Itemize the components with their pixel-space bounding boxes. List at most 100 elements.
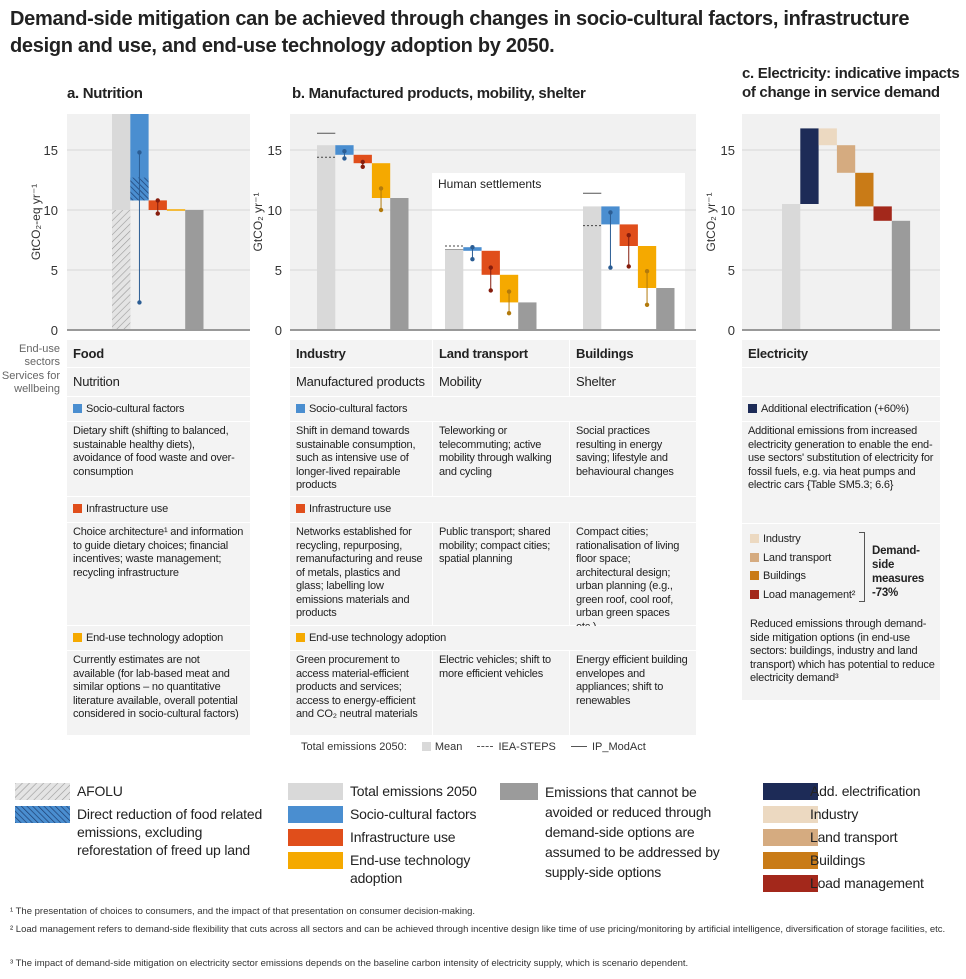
legend-residual: Emissions that cannot be avoided or redu…	[545, 784, 720, 880]
afolu-swatch	[15, 783, 70, 800]
ip-label: IP_ModAct	[591, 741, 646, 753]
panel-c-title-2: of change in service demand	[742, 84, 940, 101]
socio-legend-swatch	[288, 806, 343, 823]
bar-residual	[656, 288, 675, 330]
bar-total	[782, 204, 801, 330]
infra-swatch	[73, 504, 82, 513]
bar-buildings	[855, 172, 874, 207]
land-swatch	[750, 552, 759, 562]
demand-side-block: Industry Land transport Buildings Load m…	[742, 524, 940, 700]
demand-side-measures-label: Demand-side measures -73%	[872, 545, 925, 599]
factor-infra-b: Infrastructure use	[290, 497, 696, 522]
figure-title: Demand-side mitigation can be achieved t…	[10, 8, 910, 57]
y-tick-label: 5	[51, 263, 58, 278]
land-legend-swatch	[763, 829, 818, 846]
mean-label: Mean	[434, 741, 463, 753]
legend-elec: Add. electrification	[810, 783, 921, 799]
total-legend-label: Total emissions 2050:	[301, 741, 407, 753]
range-point	[488, 288, 493, 293]
footnote-1: ¹ The presentation of choices to consume…	[10, 906, 476, 917]
y-axis-label: GtCO₂ yr⁻¹	[704, 193, 718, 252]
bar-land	[836, 145, 856, 173]
load-swatch	[750, 590, 759, 600]
legend-buildings: Buildings	[810, 852, 866, 868]
desc-infra-industry: Networks established for recycling, repu…	[290, 523, 432, 625]
legend-land: Land transport	[810, 829, 898, 845]
row-label-sectors: End-use sectors	[19, 343, 60, 368]
iea-label: IEA-STEPS	[498, 741, 556, 753]
y-tick-label: 10	[44, 203, 58, 218]
desc-tech-food: Currently estimates are not available (f…	[67, 651, 250, 735]
factor-label: Socio-cultural factors	[86, 403, 185, 415]
elec-label: Additional electrification (+60%)	[761, 403, 909, 415]
factor-socio-b: Socio-cultural factors	[290, 397, 696, 421]
elec-legend-swatch	[763, 783, 818, 800]
service-mobility: Mobility	[433, 368, 569, 396]
desc-infra-buildings: Compact cities; rationalisation of livin…	[570, 523, 696, 633]
range-point	[137, 150, 142, 155]
item-load: Load management²	[750, 586, 855, 605]
sector-electricity: Electricity	[742, 340, 940, 367]
service-nutrition: Nutrition	[67, 368, 250, 396]
ip-solid-line	[570, 746, 587, 747]
sector-food: Food	[67, 340, 250, 367]
iea-dashed-line	[477, 746, 494, 747]
sector-buildings: Buildings	[570, 340, 696, 367]
panel-b-title: b. Manufactured products, mobility, shel…	[292, 85, 586, 102]
bar-residual	[891, 220, 911, 330]
bar-tech	[499, 274, 519, 303]
range-point	[360, 159, 365, 165]
factor-tech-a: End-use technology adoption	[67, 626, 250, 650]
desc-reduced: Reduced emissions through demand-side mi…	[750, 618, 935, 684]
desc-socio-food: Dietary shift (shifting to balanced, sus…	[67, 422, 250, 496]
range-point	[626, 264, 631, 269]
y-axis-label: GtCO₂-eq yr⁻¹	[29, 184, 43, 260]
sector-industry: Industry	[290, 340, 432, 367]
bar-total	[317, 145, 336, 330]
factor-label: Socio-cultural factors	[309, 403, 408, 415]
item-industry: Industry	[750, 530, 855, 549]
row-label-services: Services for wellbeing	[1, 370, 60, 395]
infra-swatch	[296, 504, 305, 513]
item-label: Load management²	[763, 589, 856, 602]
direct-reduction-swatch	[15, 806, 70, 823]
y-tick-label: 15	[268, 143, 282, 158]
factor-infra-a: Infrastructure use	[67, 497, 250, 522]
footnote-3: ³ The impact of demand-side mitigation o…	[10, 958, 689, 969]
factor-label: End-use technology adoption	[86, 632, 224, 644]
tech-legend-swatch	[288, 852, 343, 869]
total-emissions-legend: Total emissions 2050: Mean IEA-STEPS IP_…	[301, 741, 646, 753]
y-tick-label: 5	[275, 263, 282, 278]
range-point	[506, 311, 512, 316]
desc-tech-buildings: Energy efficient building envelopes and …	[570, 651, 696, 735]
range-point	[155, 198, 160, 203]
range-point	[378, 207, 384, 213]
legend-load: Load management	[810, 875, 924, 891]
bar-residual	[390, 198, 409, 330]
bar-infra	[353, 154, 372, 164]
legend-socio: Socio-cultural factors	[350, 806, 477, 822]
item-label: Land transport	[763, 551, 832, 564]
item-buildings: Buildings	[750, 567, 855, 586]
range-point	[506, 289, 512, 294]
range-point	[378, 186, 384, 191]
range-point	[470, 257, 475, 262]
factor-elec: Additional electrification (+60%)	[742, 397, 940, 421]
buildings-legend-swatch	[763, 852, 818, 869]
range-point	[488, 265, 493, 270]
desc-elec: Additional emissions from increased elec…	[742, 422, 940, 523]
panel-a-title: a. Nutrition	[67, 85, 143, 102]
factor-label: End-use technology adoption	[309, 632, 447, 644]
bar-total	[583, 206, 602, 330]
item-land: Land transport	[750, 549, 855, 568]
footnote-2: ² Load management refers to demand-side …	[10, 924, 946, 935]
range-point	[360, 164, 365, 169]
residual-swatch	[500, 783, 538, 800]
tech-swatch	[296, 633, 305, 642]
desc-socio-land: Teleworking or telecommuting; active mob…	[433, 422, 569, 496]
y-tick-label: 15	[44, 143, 58, 158]
infra-legend-swatch	[288, 829, 343, 846]
range-point	[137, 300, 142, 305]
desc-infra-food: Choice architecture¹ and information to …	[67, 523, 250, 625]
